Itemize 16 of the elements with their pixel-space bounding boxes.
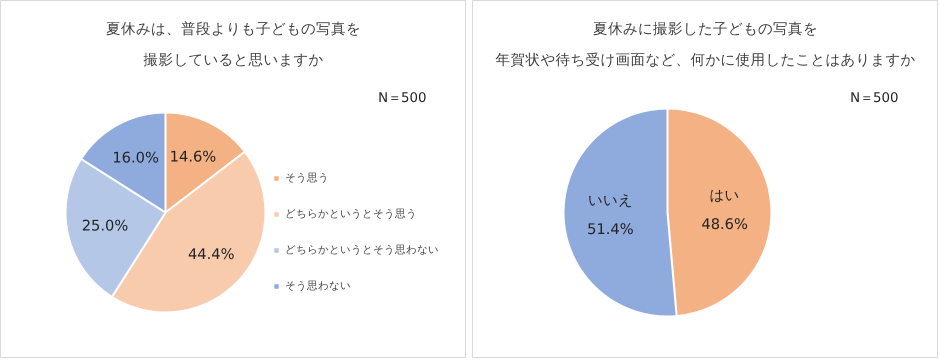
chart-title: 夏休みは、普段よりも子どもの写真を撮影していると思いますか <box>106 20 361 68</box>
data-label: 51.4% <box>587 220 634 238</box>
data-label: 48.6% <box>701 216 748 233</box>
legend-label: どちらかというとそう思う <box>285 207 417 221</box>
chart-title: 夏休みに撮影した子どもの写真を年賀状や待ち受け画面など、何かに使用したことはありますか <box>496 20 916 68</box>
slice-label: いいえ <box>588 192 633 210</box>
legend-label: そう思わない <box>285 279 351 293</box>
data-label: 14.6% <box>170 148 216 166</box>
legend-label: そう思う <box>285 171 329 185</box>
data-label: 25.0% <box>82 218 128 235</box>
legend-label: どちらかというとそう思わない <box>285 243 439 257</box>
data-label: 44.4% <box>188 246 235 263</box>
text: N＝500 <box>850 91 899 106</box>
slice-label: はい <box>710 187 740 204</box>
text: N＝500 <box>378 91 427 106</box>
data-label: 16.0% <box>112 150 159 167</box>
